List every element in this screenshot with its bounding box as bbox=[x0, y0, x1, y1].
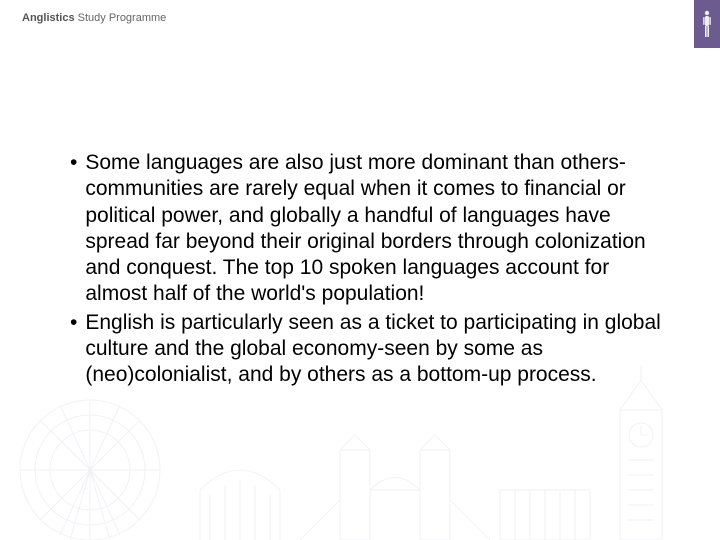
bullet-text: English is particularly seen as a ticket… bbox=[85, 310, 670, 389]
slide-content: • Some languages are also just more domi… bbox=[70, 150, 670, 390]
institution-logo bbox=[694, 0, 720, 48]
bullet-text: Some languages are also just more domina… bbox=[85, 150, 670, 308]
bullet-item: • English is particularly seen as a tick… bbox=[70, 310, 670, 389]
slide-header: Anglistics Study Programme bbox=[22, 12, 166, 24]
bullet-marker: • bbox=[70, 150, 77, 308]
bullet-marker: • bbox=[70, 310, 77, 389]
header-bold: Anglistics bbox=[22, 12, 75, 24]
bullet-item: • Some languages are also just more domi… bbox=[70, 150, 670, 308]
person-icon bbox=[700, 9, 714, 39]
header-rest: Study Programme bbox=[75, 12, 167, 24]
